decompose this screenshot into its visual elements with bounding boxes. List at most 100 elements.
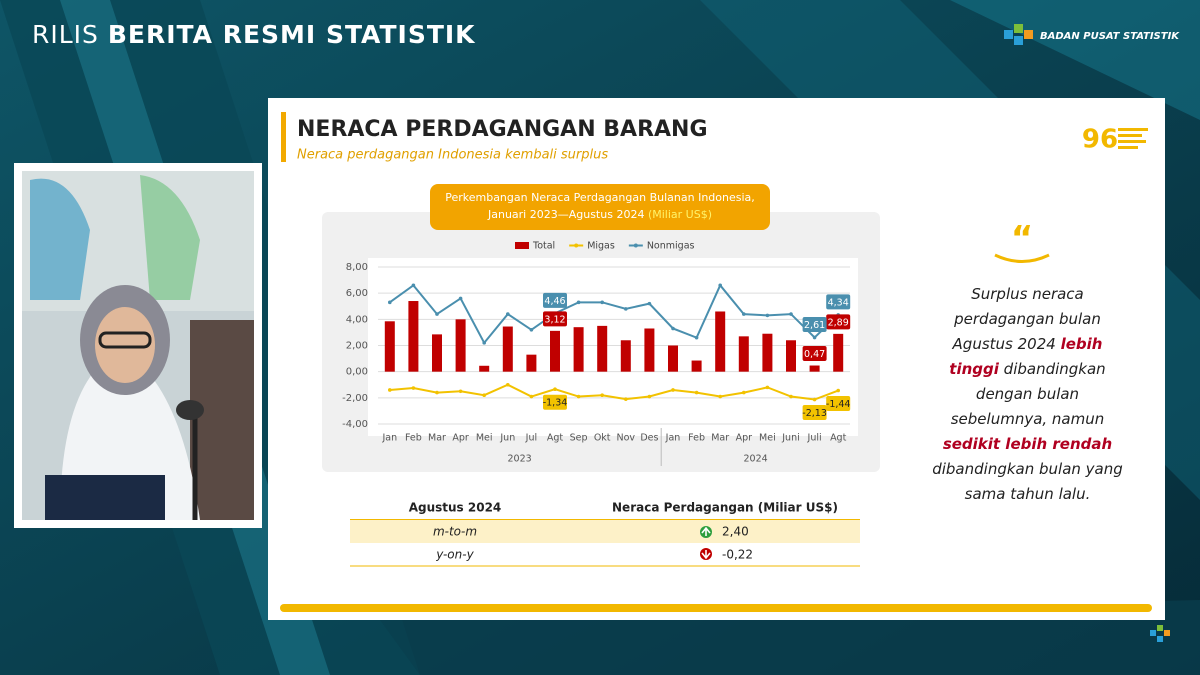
point: [647, 394, 652, 399]
point: [812, 397, 817, 402]
slide-subtitle: Neraca perdagangan Indonesia kembali sur…: [297, 148, 608, 163]
point: [576, 300, 581, 305]
x-tick-label: Jun: [499, 433, 515, 444]
bar: [432, 334, 442, 372]
data-label: 3,12: [544, 314, 565, 325]
point: [742, 390, 746, 395]
point: [458, 389, 463, 394]
point: [718, 283, 722, 288]
y-tick-label: 2,00: [346, 341, 368, 352]
x-tick-label: Jan: [381, 433, 397, 444]
x-tick-label: Mei: [476, 433, 493, 444]
table-cell: y-on-y: [435, 548, 474, 562]
data-label: -1,34: [543, 398, 568, 409]
bar: [738, 336, 749, 372]
x-tick-label: Juli: [807, 433, 822, 444]
table-header: Neraca Perdagangan (Miliar US$): [612, 501, 838, 515]
bar: [786, 340, 796, 372]
data-label-box: [802, 346, 827, 362]
x-tick-label: Mar: [711, 433, 729, 444]
bar: [762, 333, 773, 372]
bar: [502, 326, 513, 372]
bar: [833, 333, 844, 372]
point: [458, 296, 463, 301]
x-tick-label: Feb: [405, 433, 422, 444]
point: [624, 307, 628, 311]
legend-swatch: [574, 243, 579, 248]
legend-swatch: [633, 243, 638, 248]
org-name: BADAN PUSAT STATISTIK: [1040, 31, 1180, 42]
y-tick-label: 6,00: [346, 288, 368, 299]
legend-label: Total: [532, 241, 555, 252]
x-tick-label: Sep: [570, 433, 588, 444]
legend-label: Nonmigas: [647, 241, 695, 252]
bar: [573, 327, 584, 372]
point: [624, 397, 628, 401]
table-cell: 2,40: [722, 525, 749, 539]
quote-mark: “: [1011, 219, 1033, 259]
point: [600, 393, 604, 398]
bar: [620, 340, 631, 372]
legend-swatch: [515, 242, 529, 249]
legend-label: Migas: [587, 241, 615, 252]
point: [506, 382, 510, 387]
chart-title: Januari 2023—Agustus 2024 (Miliar US$): [487, 208, 712, 221]
x-tick-label: Des: [640, 433, 658, 444]
y-tick-label: -2,00: [342, 393, 368, 404]
x-tick-label: Feb: [688, 433, 705, 444]
quote: Surplus neraca perdagangan bulan Agustus…: [930, 282, 1125, 507]
x-tick-label: Mar: [428, 433, 446, 444]
point: [411, 283, 416, 288]
point: [718, 394, 722, 399]
quote-emphasis: sedikit lebih rendah: [942, 435, 1113, 453]
point: [529, 394, 534, 399]
year-label: 2023: [508, 454, 532, 465]
broadcast-title: RILIS BERITA RESMI STATISTIK: [32, 20, 476, 49]
bar: [408, 301, 419, 372]
line: [389, 383, 839, 401]
x-tick-label: Jul: [525, 433, 537, 444]
point: [647, 301, 652, 306]
point: [435, 312, 439, 316]
point: [671, 326, 675, 331]
bar: [668, 345, 678, 372]
chart-title-box: [430, 184, 770, 230]
data-label-box: [826, 314, 851, 330]
bar: [597, 325, 608, 372]
point: [836, 388, 840, 393]
data-label-box: [802, 405, 827, 421]
point: [482, 393, 487, 398]
data-label-box: [802, 317, 827, 333]
quote-decoration: [994, 253, 1050, 263]
bps-logo: [1004, 24, 1033, 45]
point: [671, 388, 675, 392]
bar: [715, 311, 726, 372]
chart-title: Perkembangan Neraca Perdagangan Bulanan …: [445, 191, 755, 204]
x-tick-label: Nov: [617, 433, 636, 444]
bar: [809, 365, 820, 372]
chart: -4,00 -2,00 0,00 2,00 4,00 6,00 8,00 Jan Feb Mar A…: [342, 241, 858, 466]
data-label-box: [826, 396, 851, 412]
x-tick-label: Agt: [547, 433, 564, 444]
data-label: 4,46: [544, 296, 565, 307]
x-tick-label: Apr: [736, 433, 753, 444]
quote-text: Surplus neraca perdagangan bulan Agustus…: [952, 285, 1101, 353]
point: [506, 312, 510, 316]
bar: [455, 319, 466, 372]
line: [389, 283, 839, 345]
x-tick-label: Mei: [759, 433, 776, 444]
x-tick-label: Apr: [452, 433, 469, 444]
data-label: 4,34: [828, 297, 849, 308]
point: [742, 312, 746, 316]
year-label: 2024: [744, 454, 768, 465]
point: [553, 387, 557, 391]
plot-area: [368, 258, 858, 436]
data-label-box: [543, 292, 567, 308]
table: [350, 496, 860, 567]
point: [789, 394, 793, 399]
data-label: 0,47: [804, 349, 825, 360]
point: [789, 312, 793, 316]
x-tick-label: Juni: [781, 433, 799, 444]
